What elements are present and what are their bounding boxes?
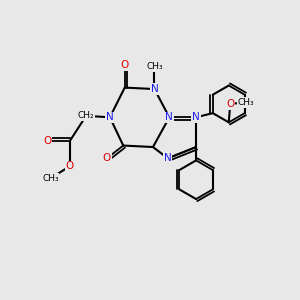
Text: O: O (226, 99, 234, 109)
Text: N: N (192, 112, 200, 122)
Text: O: O (103, 153, 111, 163)
Text: O: O (66, 161, 74, 171)
Text: CH₃: CH₃ (237, 98, 254, 107)
Text: CH₃: CH₃ (42, 174, 59, 183)
Text: N: N (164, 153, 172, 163)
Text: N: N (106, 112, 114, 122)
Text: O: O (121, 60, 129, 70)
Text: O: O (43, 136, 52, 146)
Text: N: N (165, 112, 173, 122)
Text: N: N (151, 84, 158, 94)
Text: CH₃: CH₃ (146, 62, 163, 71)
Text: CH₂: CH₂ (78, 111, 94, 120)
